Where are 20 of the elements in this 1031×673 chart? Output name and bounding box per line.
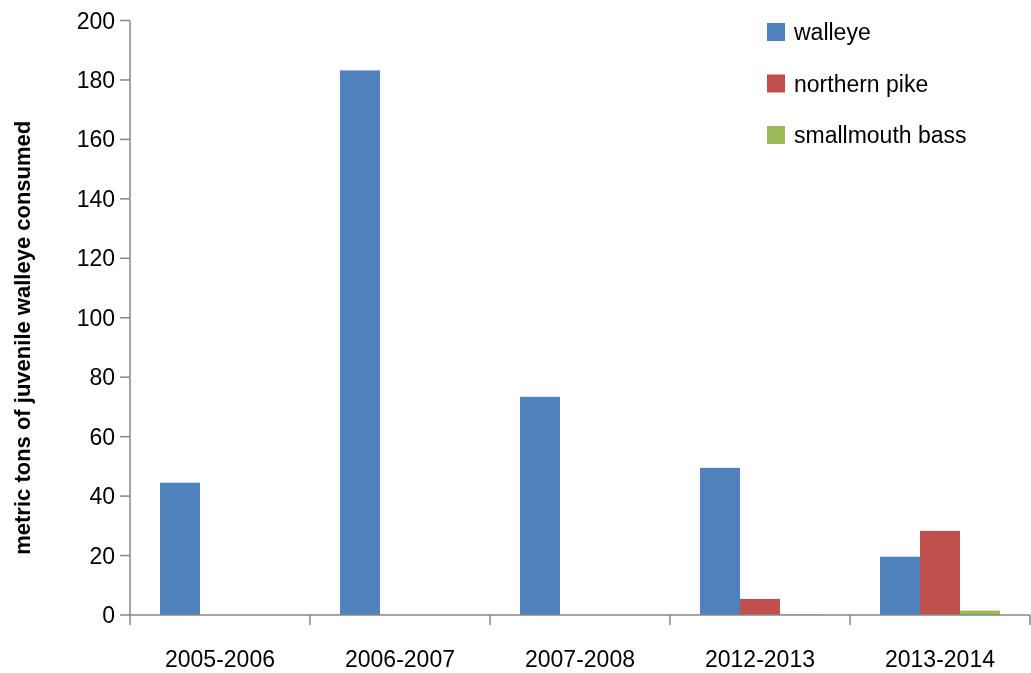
legend-label: walleye xyxy=(793,19,871,46)
y-axis-title: metric tons of juvenile walleye consumed xyxy=(10,120,35,555)
y-tick-label: 80 xyxy=(89,364,115,391)
y-tick-label: 100 xyxy=(76,304,115,331)
y-tick-label: 20 xyxy=(89,542,115,569)
y-tick-label: 140 xyxy=(76,185,115,212)
legend-label: smallmouth bass xyxy=(794,122,967,149)
y-tick-label: 200 xyxy=(76,7,115,34)
y-tick-label: 180 xyxy=(76,67,115,93)
y-tick-label: 160 xyxy=(76,126,115,153)
x-tick-label: 2012-2013 xyxy=(705,646,815,672)
y-tick-label: 40 xyxy=(89,483,115,510)
x-tick-label: 2007-2008 xyxy=(525,646,635,672)
legend-label: northern pike xyxy=(794,70,929,97)
y-tick-label: 0 xyxy=(102,602,115,629)
x-tick-label: 2005-2006 xyxy=(165,646,275,672)
x-tick-label: 2006-2007 xyxy=(345,646,455,672)
y-tick-label: 60 xyxy=(89,423,115,450)
y-tick-label: 120 xyxy=(76,245,115,272)
x-tick-label: 2013-2014 xyxy=(885,646,996,672)
